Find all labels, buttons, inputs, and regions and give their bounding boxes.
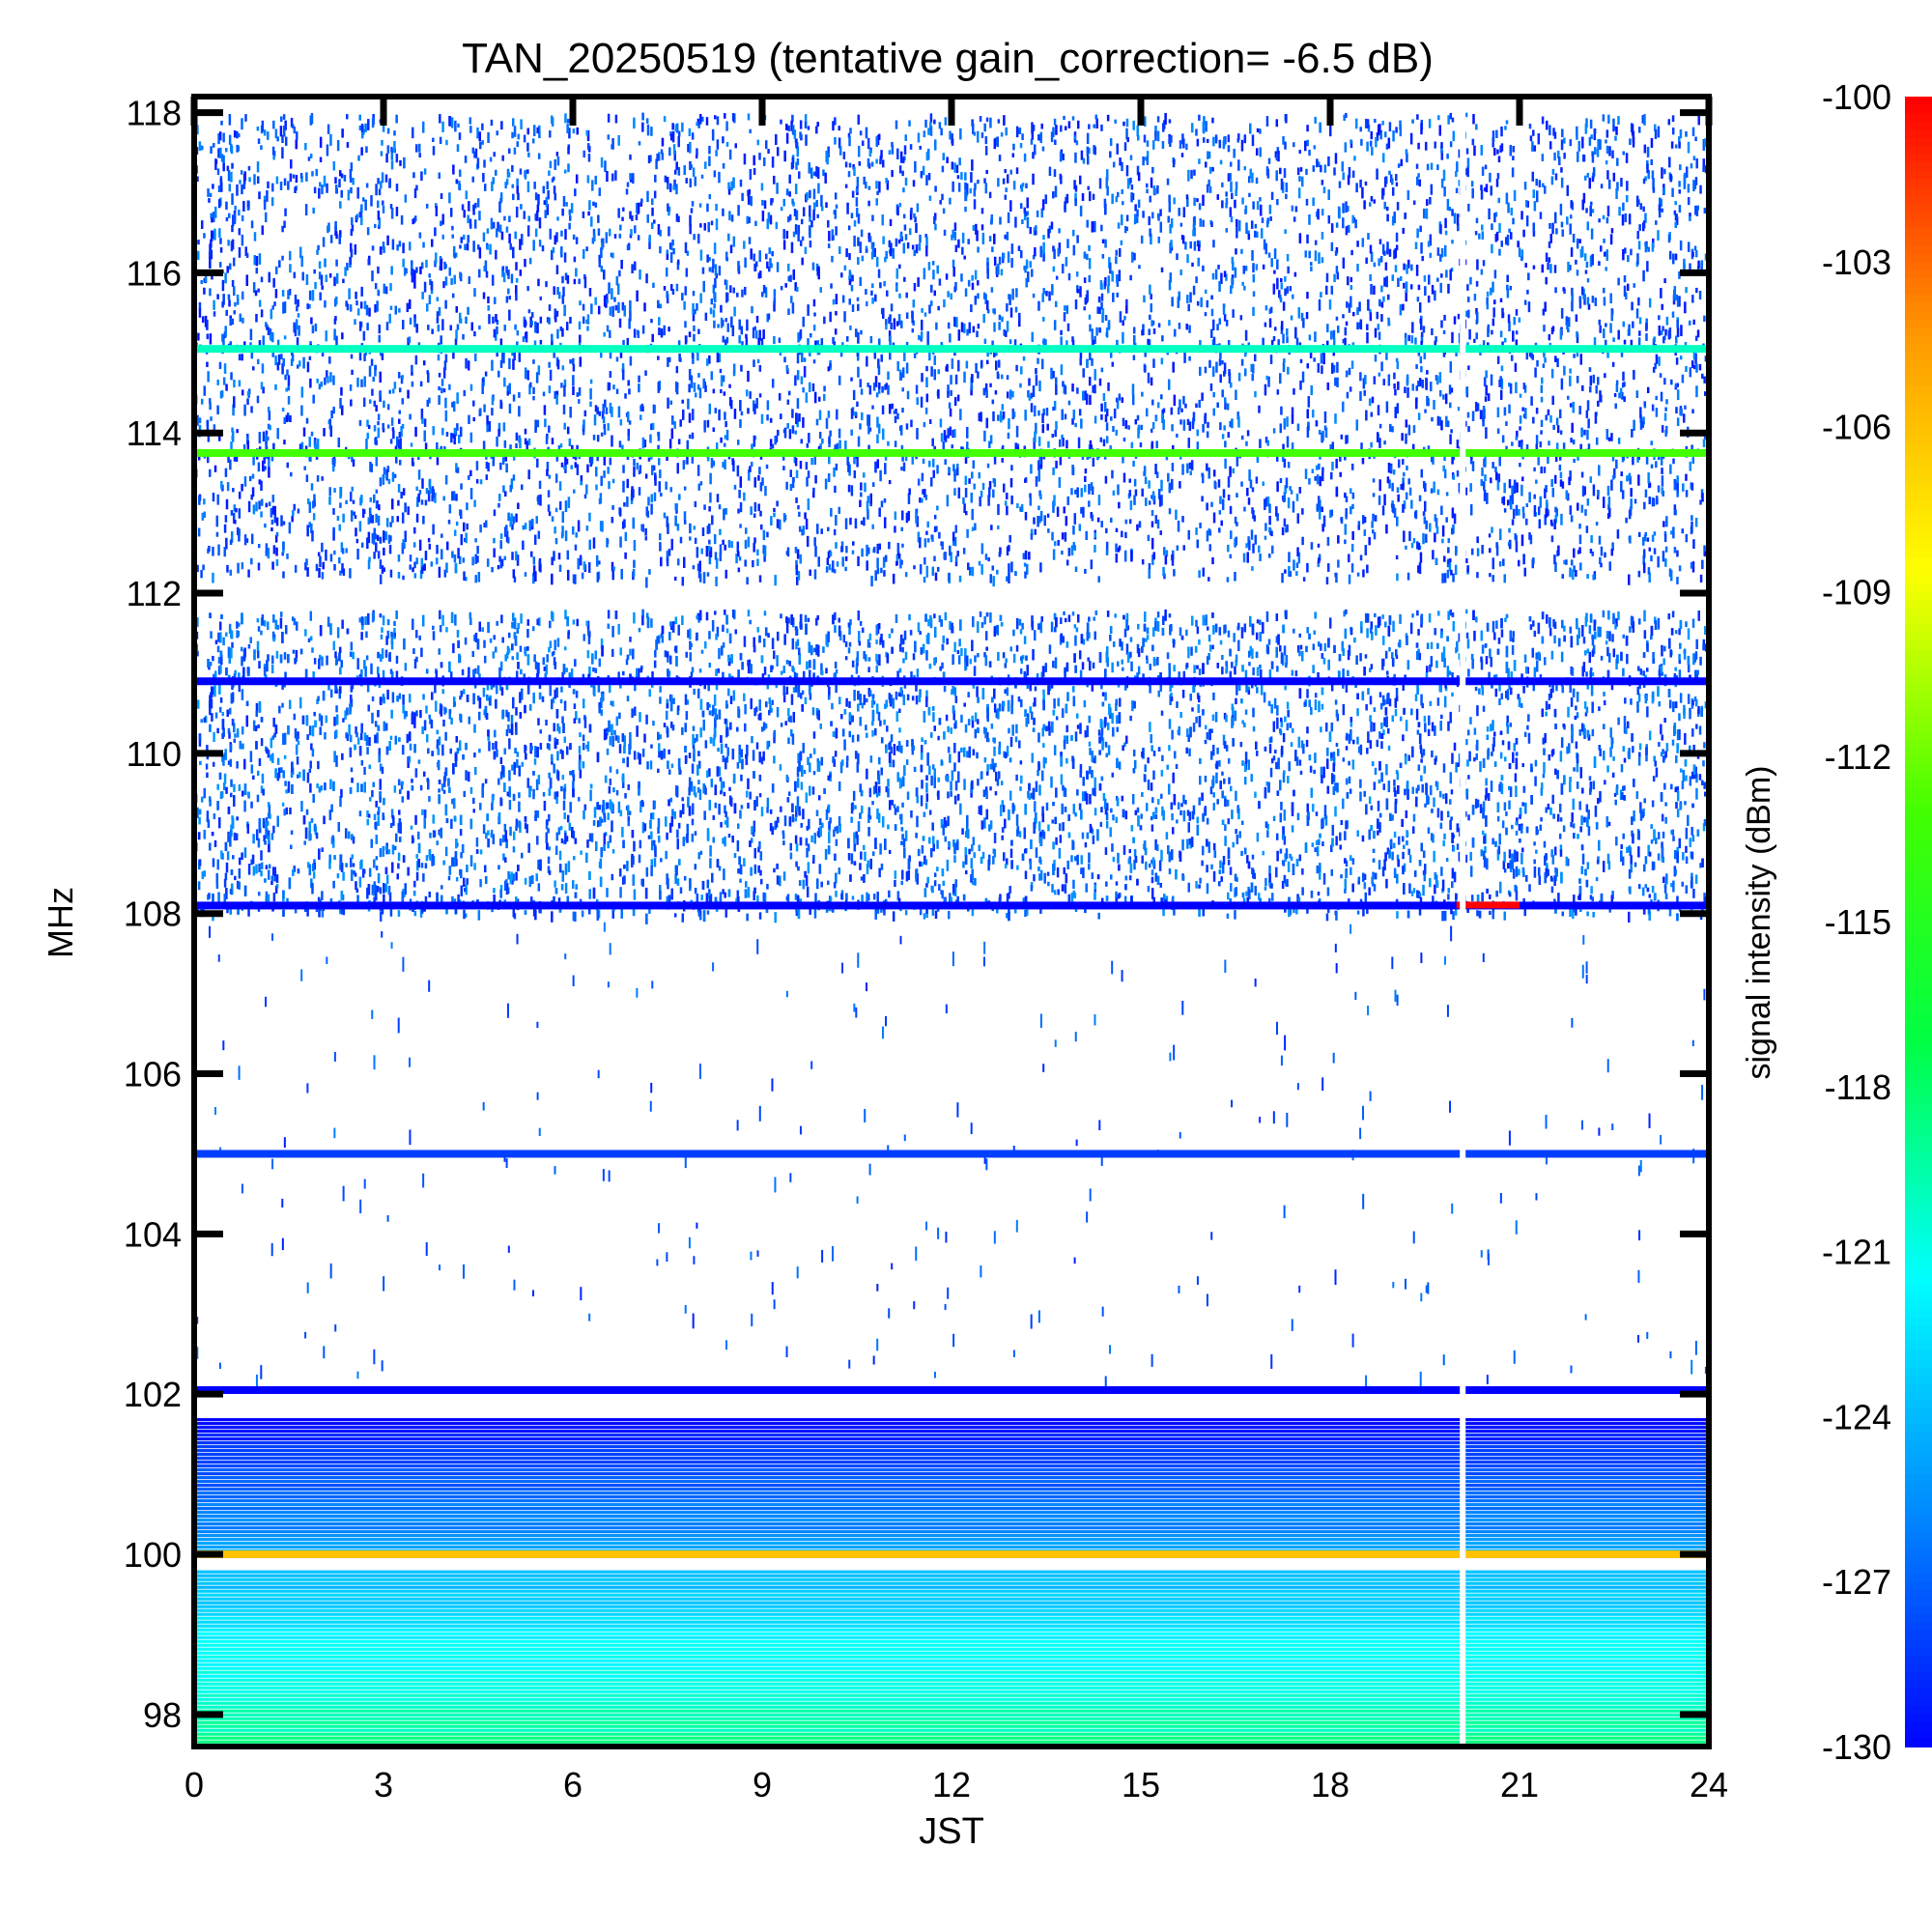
burst-0 — [1456, 901, 1520, 909]
y-tick-5: 108 — [124, 895, 182, 934]
signal-line-1 — [194, 448, 1709, 457]
band-1 — [194, 609, 1709, 924]
colorbar-tick-3: -109 — [1822, 572, 1891, 611]
data-gap — [1460, 97, 1466, 1747]
y-tick-4: 106 — [124, 1055, 182, 1094]
colorbar: -100 -103 -106 -109 -112 -115 -118 -121 -124 -127… — [1822, 77, 1932, 1767]
y-axis-label: MHz — [41, 887, 80, 958]
colorbar-label: signal intensity (dBm) — [1741, 765, 1777, 1079]
y-tick-8: 114 — [127, 413, 182, 453]
y-tick-6: 110 — [127, 734, 182, 774]
x-tick-8: 24 — [1690, 1765, 1728, 1804]
colorbar-tick-4: -112 — [1825, 737, 1891, 777]
colorbar-tick-10: -130 — [1822, 1727, 1891, 1767]
x-tick-1: 3 — [374, 1765, 393, 1804]
y-tick-2: 102 — [124, 1375, 182, 1414]
x-tick-0: 0 — [185, 1765, 204, 1804]
plot-area: 0 3 6 9 12 15 18 21 24 98 100 102 104 106 108 110 112 114… — [124, 94, 1728, 1804]
plot-frame — [191, 94, 1712, 1749]
colorbar-tick-8: -124 — [1822, 1397, 1891, 1436]
colorbar-tick-0: -100 — [1822, 77, 1891, 117]
colorbar-tick-6: -118 — [1825, 1067, 1891, 1107]
colorbar-tick-2: -106 — [1822, 408, 1891, 447]
signal-line-6 — [194, 1550, 1709, 1559]
x-axis-label: JST — [919, 1811, 984, 1852]
x-tick-5: 15 — [1122, 1765, 1160, 1804]
y-tick-7: 112 — [127, 574, 182, 613]
colorbar-tick-1: -103 — [1822, 242, 1891, 282]
signal-line-4 — [194, 1150, 1709, 1158]
band-2 — [194, 1418, 1709, 1553]
colorbar-tick-9: -127 — [1822, 1562, 1891, 1602]
x-tick-2: 6 — [563, 1765, 582, 1804]
y-tick-0: 98 — [143, 1695, 182, 1735]
y-tick-1: 100 — [124, 1535, 182, 1575]
signal-line-5 — [194, 1386, 1709, 1395]
chart-title: TAN_20250519 (tentative gain_correction=… — [462, 35, 1434, 82]
x-tick-7: 21 — [1500, 1765, 1539, 1804]
signal-line-2 — [194, 677, 1709, 686]
band-3 — [194, 1570, 1709, 1747]
signal-line-0 — [194, 345, 1709, 354]
colorbar-tick-5: -115 — [1825, 902, 1891, 942]
y-tick-9: 116 — [127, 253, 182, 293]
x-tick-4: 12 — [932, 1765, 971, 1804]
band-0 — [194, 112, 1709, 588]
x-tick-3: 9 — [753, 1765, 772, 1804]
y-tick-3: 104 — [124, 1214, 182, 1254]
y-tick-10: 118 — [127, 94, 182, 133]
x-tick-6: 18 — [1311, 1765, 1350, 1804]
signal-line-3 — [194, 901, 1709, 910]
colorbar-tick-7: -121 — [1822, 1233, 1891, 1272]
